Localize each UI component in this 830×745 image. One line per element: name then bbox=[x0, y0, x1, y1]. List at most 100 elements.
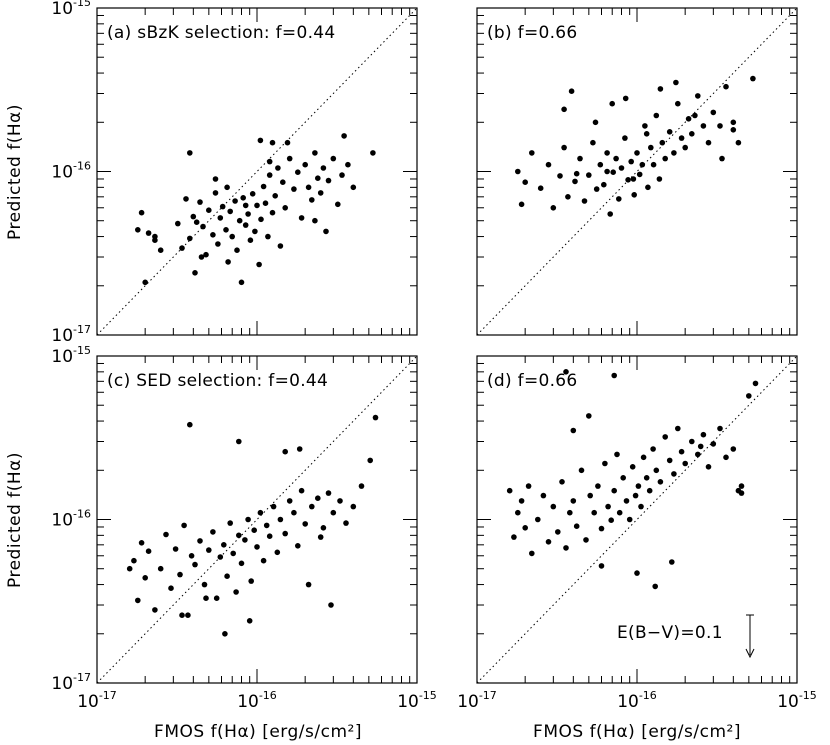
data-point bbox=[291, 186, 297, 192]
data-point bbox=[305, 581, 312, 588]
data-point bbox=[217, 215, 224, 221]
data-point bbox=[640, 454, 647, 461]
data-point bbox=[604, 150, 610, 156]
data-point bbox=[607, 211, 613, 217]
data-point bbox=[370, 150, 376, 156]
data-point bbox=[656, 176, 663, 182]
data-point bbox=[555, 529, 561, 535]
one-to-one-line bbox=[476, 7, 798, 336]
data-point bbox=[247, 237, 254, 243]
data-point bbox=[689, 438, 695, 445]
data-point bbox=[246, 618, 253, 624]
panel-b: (b) f=0.66 bbox=[476, 7, 798, 336]
data-point bbox=[320, 525, 327, 531]
data-point bbox=[251, 527, 257, 533]
data-point bbox=[309, 503, 315, 510]
data-point bbox=[343, 520, 349, 526]
data-point bbox=[522, 525, 528, 531]
data-point bbox=[222, 631, 228, 637]
data-point bbox=[650, 446, 656, 452]
data-point bbox=[372, 414, 379, 421]
data-point bbox=[315, 175, 321, 181]
data-point bbox=[145, 548, 152, 554]
data-point bbox=[629, 464, 636, 470]
y-tick-label: 10-17 bbox=[51, 323, 91, 346]
data-point bbox=[611, 372, 617, 379]
data-point bbox=[518, 498, 525, 504]
data-point bbox=[152, 607, 158, 613]
data-point bbox=[197, 199, 203, 205]
one-to-one-line bbox=[96, 355, 418, 684]
data-point bbox=[587, 492, 593, 499]
data-point bbox=[181, 522, 187, 529]
data-point bbox=[245, 516, 251, 523]
data-point bbox=[341, 133, 347, 139]
data-point bbox=[631, 192, 637, 198]
data-point bbox=[224, 184, 230, 191]
data-point bbox=[152, 237, 158, 243]
points bbox=[515, 75, 756, 217]
data-point bbox=[175, 220, 181, 227]
data-point bbox=[227, 520, 233, 526]
data-point bbox=[223, 227, 229, 233]
data-point bbox=[282, 530, 289, 537]
x-tick-label: 10-15 bbox=[777, 689, 817, 712]
data-point bbox=[126, 565, 133, 572]
data-point bbox=[601, 181, 607, 188]
data-point bbox=[142, 575, 148, 581]
data-point bbox=[535, 516, 541, 523]
data-point bbox=[238, 560, 245, 567]
data-point bbox=[522, 179, 528, 185]
data-point bbox=[604, 168, 610, 175]
data-point bbox=[573, 170, 580, 177]
data-point bbox=[254, 544, 260, 550]
data-point bbox=[697, 443, 704, 450]
x-tick-label: 10-17 bbox=[77, 689, 117, 712]
data-point bbox=[730, 446, 737, 452]
data-point bbox=[626, 516, 633, 523]
data-point bbox=[645, 184, 651, 191]
data-point bbox=[298, 215, 305, 221]
data-point bbox=[608, 517, 614, 523]
data-point bbox=[274, 549, 281, 556]
data-point bbox=[206, 547, 212, 553]
data-point bbox=[515, 168, 521, 175]
data-point bbox=[286, 498, 293, 504]
data-point bbox=[242, 222, 249, 228]
data-point bbox=[295, 543, 301, 549]
y-tick-label: 10-16 bbox=[51, 508, 91, 531]
data-point bbox=[642, 123, 648, 129]
data-point bbox=[695, 93, 701, 99]
data-point bbox=[570, 498, 577, 504]
data-point bbox=[131, 557, 137, 564]
data-point bbox=[614, 451, 620, 458]
data-point bbox=[673, 79, 679, 86]
data-point bbox=[657, 479, 664, 485]
data-point bbox=[192, 270, 198, 276]
data-point bbox=[135, 227, 141, 233]
data-point bbox=[367, 457, 374, 464]
data-point bbox=[269, 139, 276, 146]
data-point bbox=[518, 201, 525, 208]
data-point bbox=[234, 247, 240, 253]
data-point bbox=[192, 561, 198, 568]
data-point bbox=[559, 479, 565, 485]
data-point bbox=[328, 602, 334, 608]
data-point bbox=[260, 557, 267, 564]
data-point bbox=[337, 498, 343, 504]
data-point bbox=[179, 245, 185, 251]
panel-title: (c) SED selection: f=0.44 bbox=[107, 371, 328, 391]
data-point bbox=[746, 393, 752, 399]
data-point bbox=[282, 448, 289, 455]
data-point bbox=[618, 165, 625, 171]
data-point bbox=[738, 483, 745, 489]
data-point bbox=[254, 202, 260, 209]
data-point bbox=[616, 196, 622, 202]
data-point bbox=[682, 144, 688, 151]
data-point bbox=[257, 509, 264, 516]
data-point bbox=[249, 191, 256, 197]
data-point bbox=[236, 438, 242, 445]
ticks bbox=[477, 356, 797, 683]
data-point bbox=[565, 194, 571, 200]
